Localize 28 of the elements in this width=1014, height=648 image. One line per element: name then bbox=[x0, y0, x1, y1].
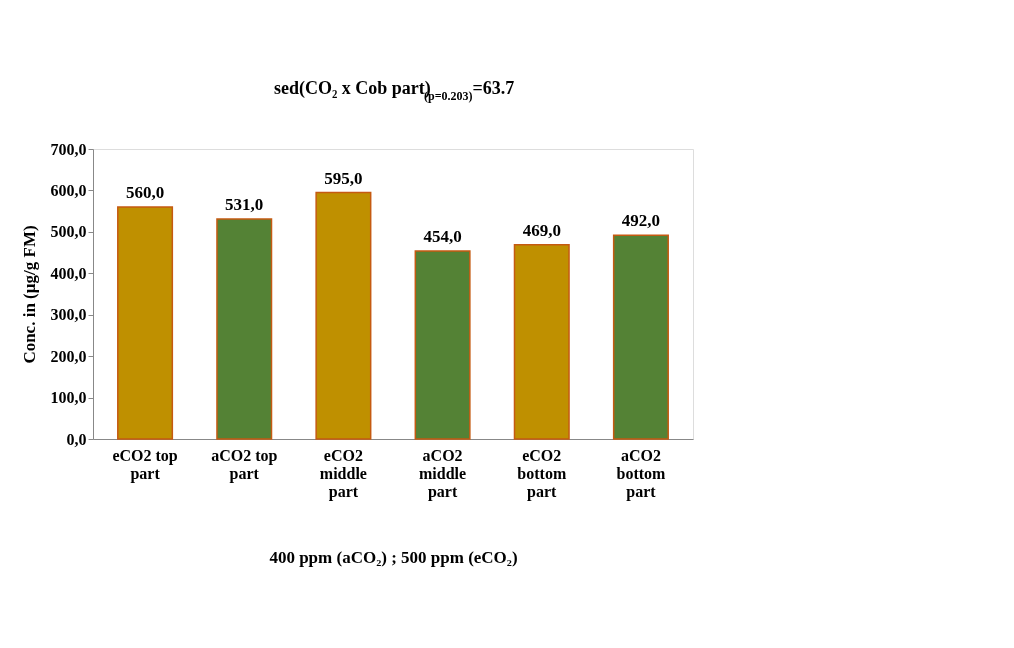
data-label: 454,0 bbox=[423, 226, 462, 246]
x-tick-label: aCO2 bottom part bbox=[616, 446, 667, 501]
data-label: 492,0 bbox=[621, 211, 661, 231]
bar bbox=[414, 250, 471, 440]
x-tick-label: eCO2 top part bbox=[112, 446, 178, 483]
y-tick-label: 100,0 bbox=[50, 389, 87, 407]
x-tick-label: eCO2 bottom part bbox=[517, 446, 567, 501]
y-tick-label: 200,0 bbox=[50, 347, 87, 365]
data-label: 469,0 bbox=[522, 220, 561, 240]
y-tick-label: 700,0 bbox=[50, 140, 87, 158]
bar bbox=[117, 206, 174, 440]
x-axis-title: 400 ppm (aCO₂) ; 500 ppm (eCO₂) bbox=[269, 547, 518, 567]
x-tick-label: aCO2 middle part bbox=[419, 446, 467, 501]
y-tick-label: 400,0 bbox=[50, 264, 87, 282]
bar bbox=[513, 243, 570, 440]
data-label: 560,0 bbox=[125, 183, 165, 202]
bar bbox=[315, 191, 372, 440]
y-tick-label: 600,0 bbox=[50, 181, 87, 199]
y-tick-label: 300,0 bbox=[50, 306, 87, 324]
y-axis-title: Conc. in (µg/g FM) bbox=[19, 225, 39, 364]
x-tick-label: eCO2 middle part bbox=[319, 446, 367, 501]
bar bbox=[612, 234, 669, 440]
y-tick-label: 0,0 bbox=[66, 430, 87, 448]
y-tick-label: 500,0 bbox=[50, 223, 87, 241]
data-label: 595,0 bbox=[324, 168, 363, 188]
x-tick-label: aCO2 top part bbox=[211, 446, 278, 483]
bar bbox=[216, 218, 273, 440]
data-label: 531,0 bbox=[225, 195, 264, 215]
